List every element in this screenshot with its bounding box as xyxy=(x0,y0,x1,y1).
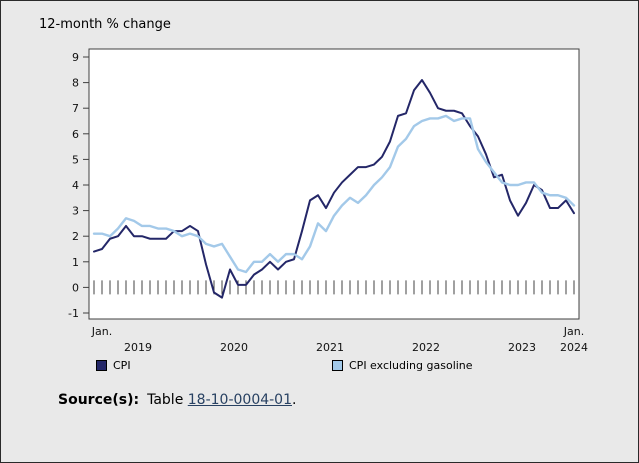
svg-text:2022: 2022 xyxy=(412,341,440,354)
source-line: Source(s): Table 18-10-0004-01. xyxy=(58,392,296,408)
chart-y-axis-title: 12-month % change xyxy=(39,17,171,32)
svg-text:1: 1 xyxy=(72,256,79,269)
legend-item-cpi-excluding-gasoline: CPI excluding gasoline xyxy=(332,359,473,372)
source-period: . xyxy=(292,392,297,408)
svg-text:Jan.: Jan. xyxy=(563,325,584,338)
line-chart: 9 8 7 6 5 4 3 2 1 0 -1 Jan. Jan. 2019 2020 2021 2022 2023… xyxy=(68,48,588,354)
chart-legend: CPI CPI excluding gasoline xyxy=(1,359,638,379)
legend-label-cpi: CPI xyxy=(113,359,131,372)
svg-text:8: 8 xyxy=(72,77,79,90)
y-axis: 9 8 7 6 5 4 3 2 1 0 -1 xyxy=(68,51,89,320)
svg-text:2020: 2020 xyxy=(220,341,248,354)
source-table-text: Table xyxy=(147,392,188,408)
svg-text:3: 3 xyxy=(72,205,79,218)
svg-text:-1: -1 xyxy=(68,307,79,320)
svg-text:2024: 2024 xyxy=(560,341,588,354)
svg-text:2019: 2019 xyxy=(124,341,152,354)
svg-text:7: 7 xyxy=(72,102,79,115)
x-axis-labels: Jan. Jan. 2019 2020 2021 2022 2023 2024 xyxy=(91,325,588,354)
svg-text:9: 9 xyxy=(72,51,79,64)
svg-text:Jan.: Jan. xyxy=(91,325,112,338)
svg-text:4: 4 xyxy=(72,179,79,192)
legend-label-cpi-excluding-gasoline: CPI excluding gasoline xyxy=(349,359,473,372)
x-axis-month-ticks xyxy=(93,280,575,295)
svg-text:2023: 2023 xyxy=(508,341,536,354)
svg-text:5: 5 xyxy=(72,153,79,166)
series-line-cpi-excluding-gasoline xyxy=(92,114,576,274)
svg-text:2021: 2021 xyxy=(316,341,344,354)
cpi-swatch-icon xyxy=(96,360,107,371)
source-table-link[interactable]: 18-10-0004-01 xyxy=(187,392,292,408)
svg-text:0: 0 xyxy=(72,281,79,294)
svg-text:2: 2 xyxy=(72,230,79,243)
legend-item-cpi: CPI xyxy=(96,359,131,372)
source-label: Source(s): xyxy=(58,392,140,408)
cpi-excluding-gasoline-swatch-icon xyxy=(332,360,343,371)
svg-text:6: 6 xyxy=(72,128,79,141)
plot-area xyxy=(88,48,580,320)
